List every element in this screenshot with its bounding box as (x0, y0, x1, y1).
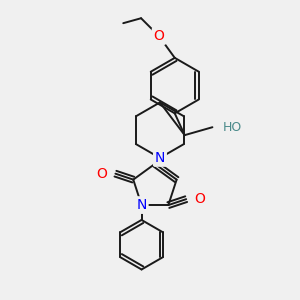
Text: O: O (154, 29, 164, 43)
Text: O: O (194, 192, 205, 206)
Text: O: O (194, 192, 205, 206)
Text: N: N (136, 198, 147, 212)
Text: N: N (136, 198, 147, 212)
Text: HO: HO (222, 121, 242, 134)
Text: N: N (155, 151, 165, 165)
Text: HO: HO (222, 121, 242, 134)
Text: O: O (97, 167, 107, 181)
Text: O: O (154, 29, 164, 43)
Text: O: O (97, 167, 107, 181)
Text: N: N (155, 151, 165, 165)
